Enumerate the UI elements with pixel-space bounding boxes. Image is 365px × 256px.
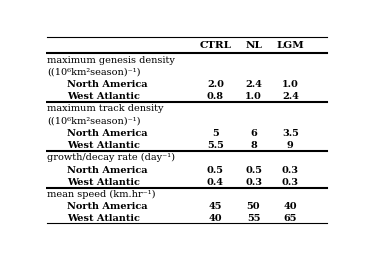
Text: maximum track density: maximum track density	[47, 104, 164, 113]
Text: North America: North America	[67, 129, 147, 138]
Text: ((10⁶km²season)⁻¹): ((10⁶km²season)⁻¹)	[47, 68, 141, 77]
Text: West Atlantic: West Atlantic	[67, 141, 140, 150]
Text: 0.3: 0.3	[282, 166, 299, 175]
Text: 8: 8	[250, 141, 257, 150]
Text: West Atlantic: West Atlantic	[67, 92, 140, 101]
Text: mean speed (km.hr⁻¹): mean speed (km.hr⁻¹)	[47, 190, 155, 199]
Text: 5: 5	[212, 129, 219, 138]
Text: 6: 6	[250, 129, 257, 138]
Text: 55: 55	[247, 215, 260, 223]
Text: 40: 40	[208, 215, 222, 223]
Text: 9: 9	[287, 141, 294, 150]
Text: 0.5: 0.5	[207, 166, 224, 175]
Text: 2.0: 2.0	[207, 80, 224, 89]
Text: West Atlantic: West Atlantic	[67, 178, 140, 187]
Text: 3.5: 3.5	[282, 129, 299, 138]
Text: maximum genesis density: maximum genesis density	[47, 56, 175, 65]
Text: ((10⁶km²season)⁻¹): ((10⁶km²season)⁻¹)	[47, 117, 141, 126]
Text: 2.4: 2.4	[245, 80, 262, 89]
Text: 0.5: 0.5	[245, 166, 262, 175]
Text: 0.3: 0.3	[245, 178, 262, 187]
Text: LGM: LGM	[276, 41, 304, 50]
Text: West Atlantic: West Atlantic	[67, 215, 140, 223]
Text: growth/decay rate (day⁻¹): growth/decay rate (day⁻¹)	[47, 153, 175, 163]
Text: 1.0: 1.0	[282, 80, 299, 89]
Text: 2.4: 2.4	[282, 92, 299, 101]
Text: North America: North America	[67, 80, 147, 89]
Text: 45: 45	[209, 202, 222, 211]
Text: 1.0: 1.0	[245, 92, 262, 101]
Text: 5.5: 5.5	[207, 141, 224, 150]
Text: 0.8: 0.8	[207, 92, 224, 101]
Text: 65: 65	[284, 215, 297, 223]
Text: 40: 40	[284, 202, 297, 211]
Text: NL: NL	[245, 41, 262, 50]
Text: North America: North America	[67, 202, 147, 211]
Text: 0.3: 0.3	[282, 178, 299, 187]
Text: 50: 50	[247, 202, 260, 211]
Text: North America: North America	[67, 166, 147, 175]
Text: CTRL: CTRL	[199, 41, 231, 50]
Text: 0.4: 0.4	[207, 178, 224, 187]
